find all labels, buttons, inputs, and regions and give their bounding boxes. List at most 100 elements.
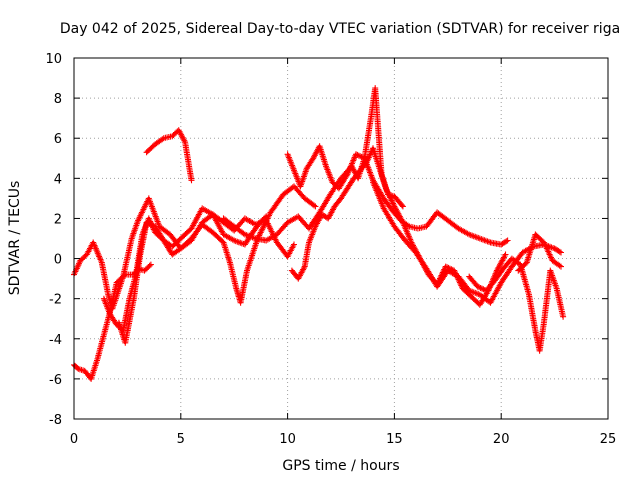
chart-title: Day 042 of 2025, Sidereal Day-to-day VTE… <box>60 21 620 37</box>
data-point-run <box>540 239 555 263</box>
data-point-run <box>128 219 141 242</box>
data-point-run <box>156 223 172 237</box>
data-point-run <box>391 193 406 210</box>
data-point-run <box>325 204 337 222</box>
data-point-run <box>434 209 450 223</box>
data-point-run <box>143 219 157 229</box>
data-point-run <box>536 321 547 354</box>
data-point-run <box>88 357 100 382</box>
data-point-run <box>391 203 406 224</box>
y-tick-label: -4 <box>49 333 62 348</box>
y-tick-label: -2 <box>49 293 62 308</box>
data-point-run <box>344 176 356 192</box>
axis-ticks <box>73 57 609 420</box>
data-point-run <box>291 183 307 201</box>
data-point-run <box>90 239 105 264</box>
data-point-run <box>188 222 205 242</box>
data-point-run <box>474 283 488 293</box>
data-point-run <box>549 257 564 270</box>
data-point-run <box>353 151 367 161</box>
series-sat-a <box>71 195 297 312</box>
data-point-run <box>297 166 310 190</box>
data-point-run <box>491 266 506 284</box>
data-point-run <box>318 211 330 221</box>
data-point-run <box>263 232 279 244</box>
data-point-run <box>231 223 247 237</box>
data-point-run <box>231 237 247 247</box>
data-point-run <box>107 281 120 314</box>
data-point-run <box>399 219 414 244</box>
data-point-run <box>335 172 350 192</box>
data-point-run <box>241 231 257 241</box>
data-points <box>71 85 567 382</box>
data-point-run <box>338 186 350 202</box>
data-point-run <box>77 252 89 264</box>
data-point-run <box>370 145 382 170</box>
data-point-run <box>434 269 450 290</box>
data-point-run <box>301 195 319 210</box>
data-point-run <box>107 311 119 327</box>
data-point-run <box>380 195 395 213</box>
data-point-run <box>199 205 215 217</box>
x-tick-labels: 0 5 10 15 20 25 <box>70 432 616 447</box>
series-sat-d <box>115 183 319 346</box>
data-point-run <box>553 285 567 320</box>
y-tick-label: 6 <box>54 132 62 147</box>
data-point-run <box>188 207 205 232</box>
data-point-run <box>459 285 474 299</box>
data-point-run <box>226 259 239 290</box>
data-point-run <box>466 231 482 241</box>
data-point-run <box>177 236 194 252</box>
data-point-run <box>493 251 509 274</box>
data-point-run <box>220 239 233 264</box>
data-point-run <box>391 223 407 243</box>
x-tick-label: 10 <box>279 432 296 447</box>
data-point-run <box>237 269 250 306</box>
series-sat-j <box>466 255 567 354</box>
data-point-run <box>113 272 127 286</box>
data-point-run <box>137 221 150 258</box>
y-tick-label: 0 <box>54 253 62 268</box>
y-tick-label: -8 <box>49 413 62 428</box>
data-point-run <box>382 185 397 208</box>
data-point-run <box>220 231 236 243</box>
y-tick-label: 10 <box>45 52 62 67</box>
plot-frame <box>73 57 609 420</box>
y-tick-labels: -8 -6 -4 -2 0 2 4 6 8 10 <box>45 52 62 428</box>
data-point-run <box>306 210 322 232</box>
data-point-run <box>515 260 529 274</box>
data-point-run <box>523 233 538 266</box>
data-point-run <box>331 196 343 210</box>
data-point-run <box>350 168 363 182</box>
data-point-run <box>551 245 564 256</box>
data-point-run <box>303 156 316 172</box>
data-point-run <box>423 265 440 289</box>
data-point-run <box>169 246 183 258</box>
x-tick-label: 25 <box>600 432 617 447</box>
grid <box>74 58 608 419</box>
data-point-run <box>143 142 157 156</box>
y-tick-label: -6 <box>49 373 62 388</box>
data-point-run <box>526 291 539 332</box>
data-point-run <box>476 291 493 305</box>
data-point-run <box>301 241 312 270</box>
data-point-run <box>444 267 460 279</box>
data-point-run <box>295 265 307 282</box>
data-point-run <box>412 249 429 271</box>
data-point-run <box>376 165 389 190</box>
data-point-run <box>455 225 471 237</box>
data-point-run <box>130 253 143 302</box>
data-point-run <box>498 265 514 286</box>
data-point-run <box>312 212 324 230</box>
data-point-run <box>177 226 194 242</box>
x-tick-label: 20 <box>493 432 510 447</box>
series-sat-e <box>143 127 195 184</box>
data-point-run <box>357 160 369 174</box>
data-point-run <box>466 273 480 289</box>
data-point-run <box>141 261 154 274</box>
data-point-run <box>508 255 522 267</box>
data-point-run <box>256 213 270 226</box>
data-point-run <box>483 278 497 294</box>
data-point-run <box>284 151 297 172</box>
